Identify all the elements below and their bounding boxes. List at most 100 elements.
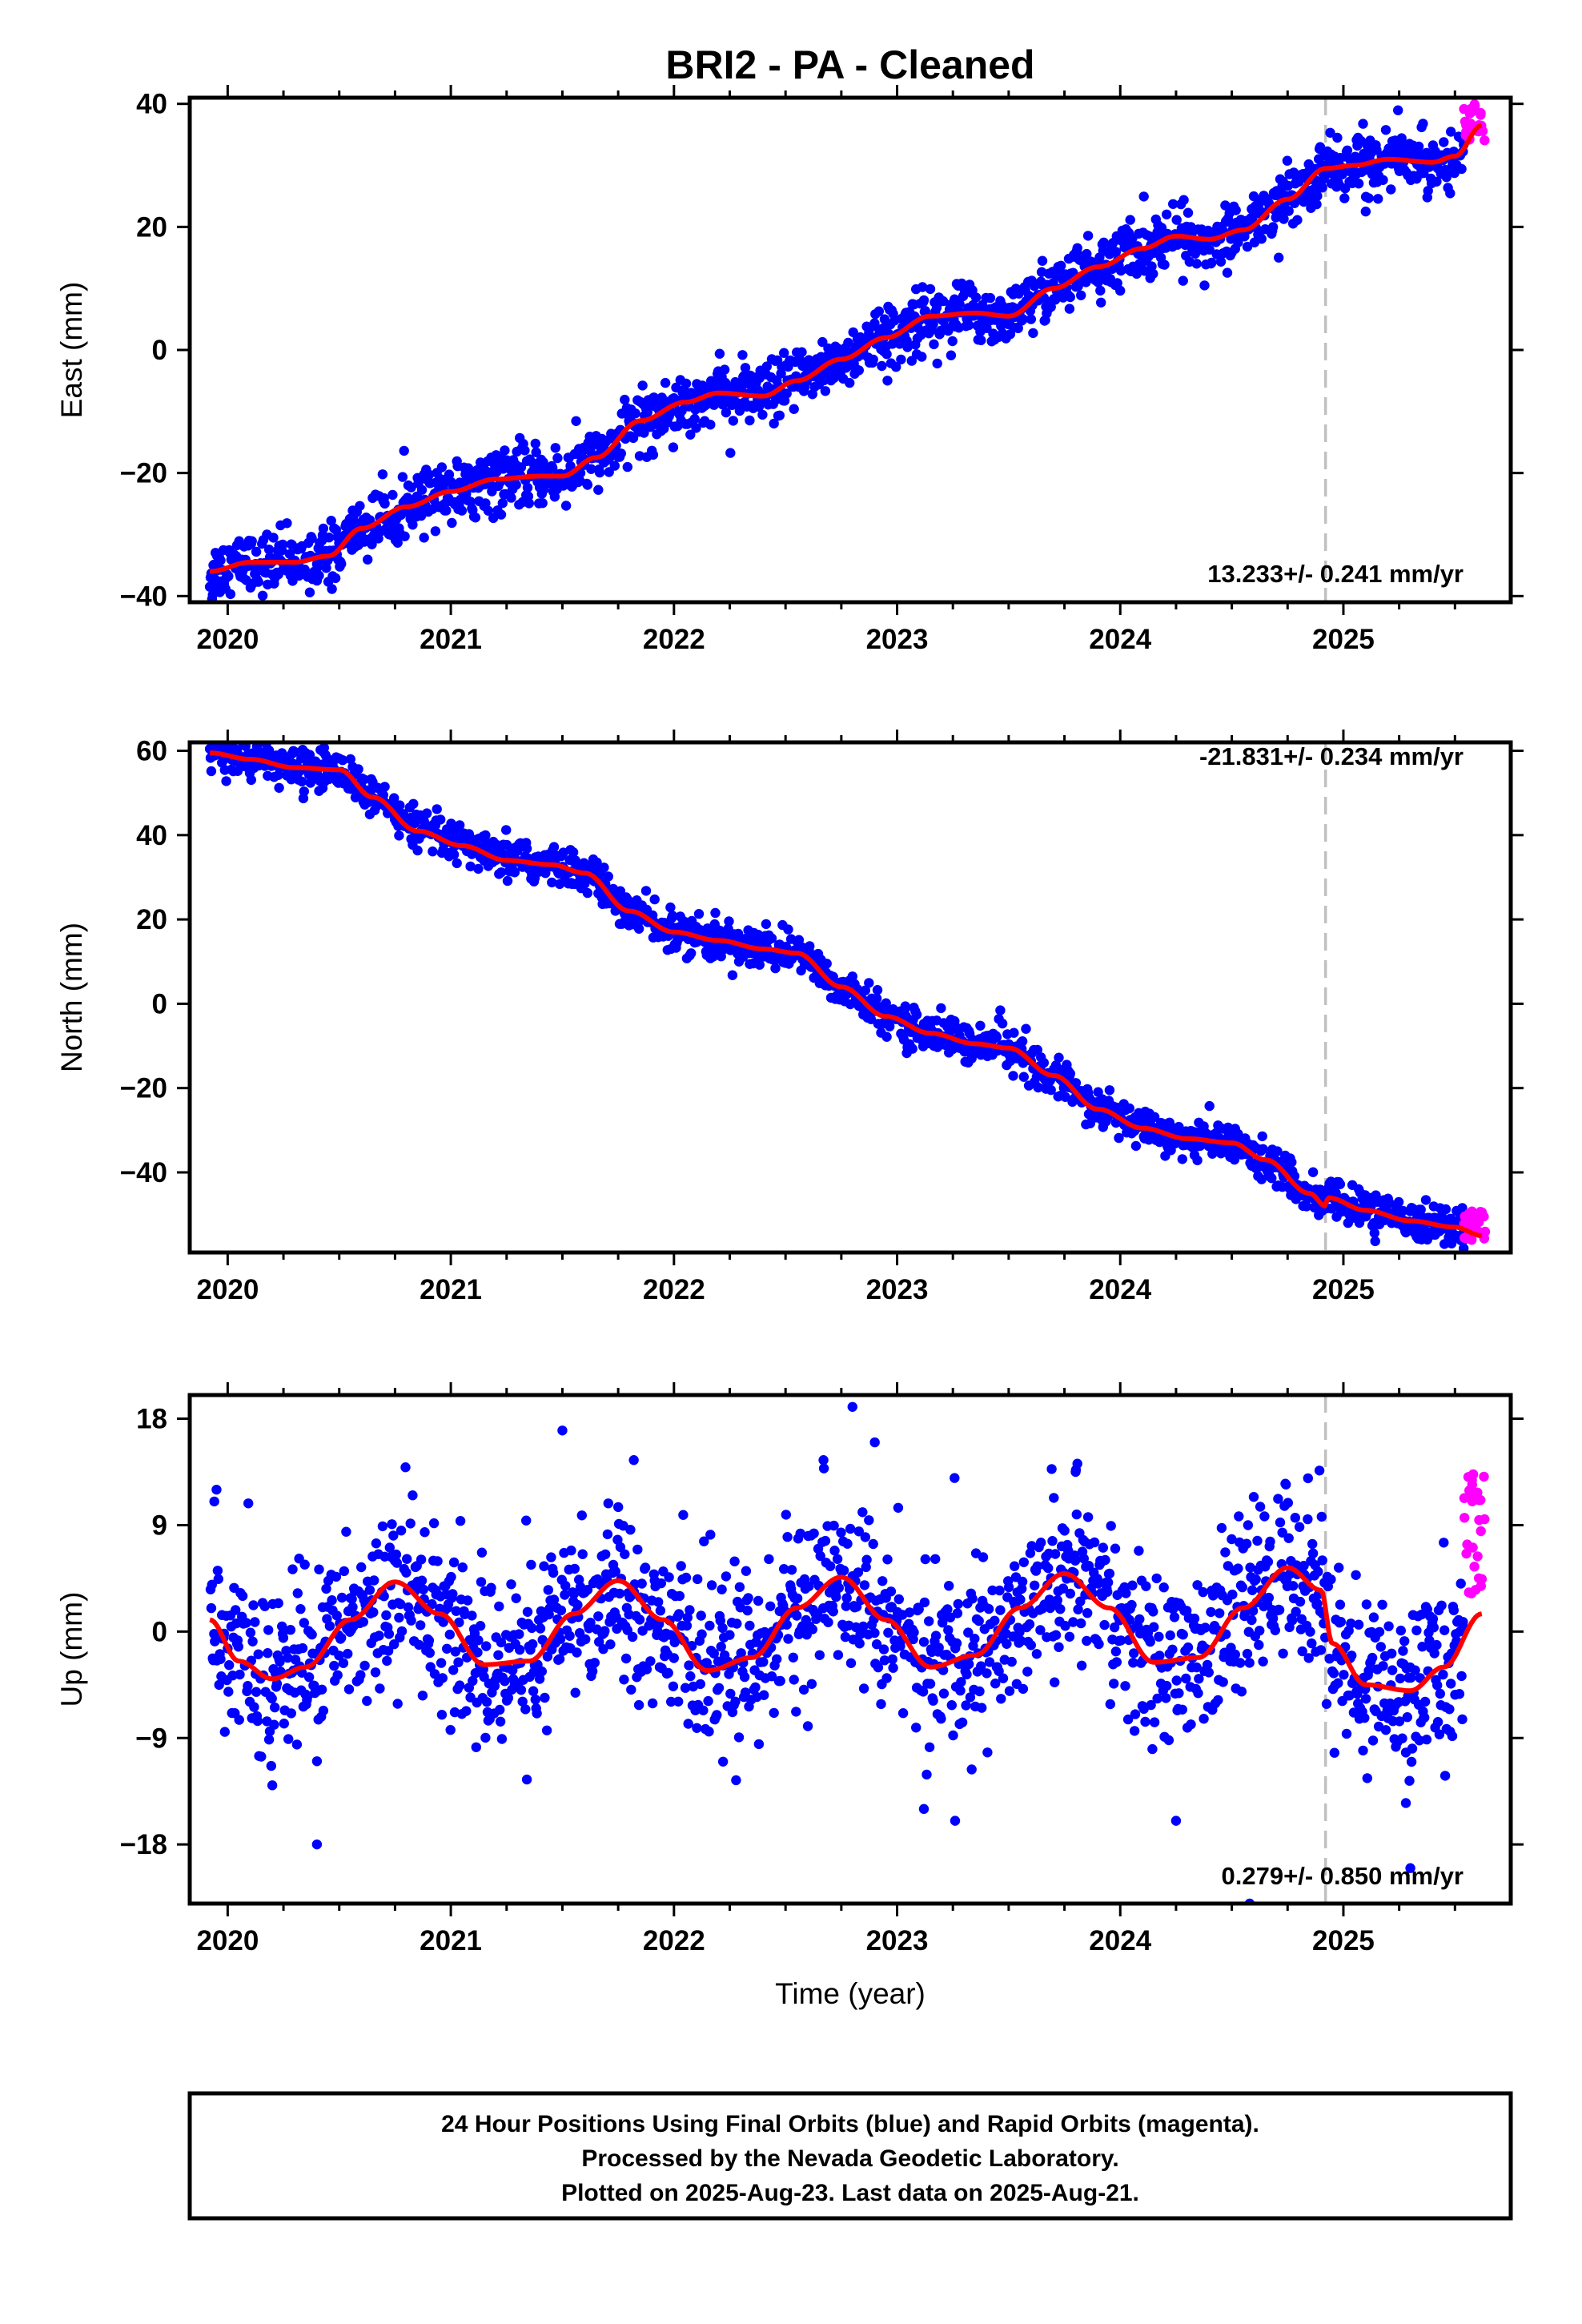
final-orbit-point [674,1590,685,1602]
final-orbit-point [1168,199,1178,209]
final-orbit-point [1094,1638,1104,1650]
final-orbit-point [355,501,365,511]
final-orbit-point [740,363,751,373]
final-orbit-point [881,1673,892,1683]
final-orbit-point [405,1518,416,1529]
final-orbit-point [1125,215,1135,225]
final-orbit-point [1174,1688,1184,1699]
final-orbit-point [1171,1675,1182,1686]
final-orbit-point [678,1510,689,1520]
final-orbit-point [324,1621,335,1631]
final-orbit-point [327,1595,337,1606]
final-orbit-point [240,742,251,751]
final-orbit-point [1002,1638,1012,1649]
final-orbit-point [334,1651,344,1661]
final-orbit-point [717,1584,727,1594]
final-orbit-point [998,1673,1009,1683]
final-orbit-point [263,1625,274,1635]
final-orbit-point [1227,1534,1237,1545]
final-orbit-point [470,1668,481,1679]
rapid-orbit-point [1476,110,1486,120]
final-orbit-point [1307,1638,1317,1649]
outlier-point [267,569,278,580]
final-orbit-point [725,1630,735,1640]
final-orbit-point [585,1618,596,1628]
final-orbit-point [637,380,648,391]
final-orbit-point [1114,1132,1124,1144]
final-orbit-point [1162,209,1172,219]
final-orbit-point [745,1620,755,1631]
final-orbit-point [570,1687,580,1698]
final-orbit-point [734,1582,745,1593]
final-orbit-point [224,1660,235,1671]
final-orbit-point [271,1679,283,1689]
final-orbit-point [1193,1688,1203,1699]
final-orbit-point [781,941,791,952]
final-orbit-point [1314,1466,1325,1476]
final-orbit-point [1131,268,1142,279]
final-orbit-point [299,786,309,797]
final-orbit-point [736,1648,746,1659]
final-orbit-point [454,1617,464,1628]
plot-area [205,1395,1490,1904]
final-orbit-point [961,1700,971,1711]
final-orbit-point [500,1676,510,1687]
final-orbit-point [1301,1201,1312,1212]
final-orbit-point [370,1667,381,1678]
final-orbit-point [1139,266,1150,276]
final-orbit-point [766,1671,777,1682]
final-orbit-point [1413,141,1424,152]
final-orbit-point [273,770,283,780]
rate-label: -21.831+/- 0.234 mm/yr [1199,742,1464,770]
final-orbit-point [872,985,883,995]
final-orbit-point [1059,1526,1070,1536]
final-orbit-point [500,445,510,456]
final-orbit-point [909,1627,919,1638]
final-orbit-point [457,1562,468,1573]
final-orbit-point [1283,1498,1294,1508]
final-orbit-point [548,842,560,852]
final-orbit-point [307,1629,317,1640]
final-orbit-point [292,1588,303,1598]
final-orbit-point [245,1627,256,1638]
final-orbit-point [1353,179,1364,189]
final-orbit-point [241,1618,251,1628]
final-orbit-point [403,1602,414,1613]
final-orbit-point [1082,231,1094,241]
final-orbit-point [1148,1606,1158,1617]
final-orbit-point [1129,1648,1139,1659]
final-orbit-point [664,1572,674,1582]
final-orbit-point [1154,1651,1165,1661]
final-orbit-point [788,1652,798,1663]
final-orbit-point [1032,1561,1043,1572]
final-orbit-point [1047,1536,1058,1546]
final-orbit-point [1146,1699,1156,1711]
final-orbit-point [367,539,377,549]
final-orbit-point [845,377,855,388]
final-orbit-point [668,442,679,452]
final-orbit-point [952,1608,963,1618]
final-orbit-point [829,1546,840,1556]
final-orbit-point [994,1666,1004,1676]
final-orbit-point [685,1605,695,1615]
final-orbit-point [1072,243,1082,253]
final-orbit-point [845,1523,856,1534]
final-orbit-point [1018,1072,1030,1082]
final-orbit-point [1373,194,1383,204]
y-tick-label: −40 [120,581,167,612]
final-orbit-point [223,571,234,581]
final-orbit-point [1172,239,1182,250]
final-orbit-point [452,858,462,869]
final-orbit-point [686,948,697,959]
final-orbit-point [745,415,755,426]
final-orbit-point [997,1018,1008,1029]
final-orbit-point [416,1575,428,1586]
final-orbit-point [731,1775,741,1786]
final-orbit-point [1191,1662,1202,1673]
final-orbit-point [493,1650,504,1660]
final-orbit-point [416,1620,426,1630]
final-orbit-point [1244,1658,1255,1668]
final-orbit-point [1054,1642,1064,1652]
